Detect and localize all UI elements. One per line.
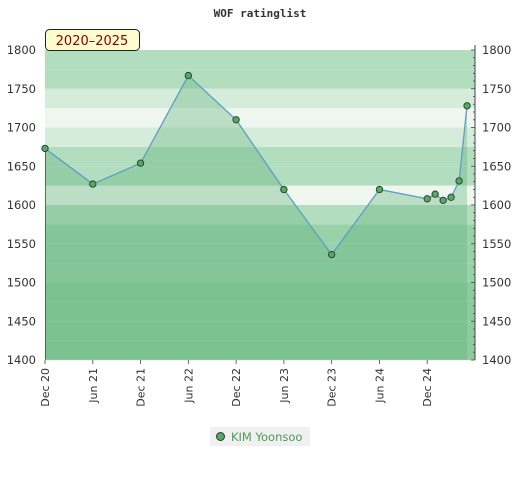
x-tick-label: Dec 22 <box>230 368 243 407</box>
data-point <box>447 193 455 201</box>
y-tick-label-left: 1750 <box>7 82 36 96</box>
axes: 1400 1400 1450 1450 1500 1500 1550 1550 1600 1600… <box>7 43 512 407</box>
band-1725 <box>45 88 475 109</box>
data-point <box>232 116 240 124</box>
y-tick-label-right: 1450 <box>482 314 511 328</box>
band-1425 <box>45 321 475 341</box>
legend[interactable]: KIM Yoonsoo <box>210 427 311 446</box>
x-tick-label: Dec 23 <box>326 368 339 407</box>
y-tick-label-right: 1550 <box>482 237 511 251</box>
data-point <box>375 185 384 194</box>
y-tick-label-left: 1500 <box>7 276 36 290</box>
band-1675 <box>45 127 475 147</box>
band-1525 <box>45 243 475 264</box>
legend-label: KIM Yoonsoo <box>231 429 303 444</box>
y-tick-label-left: 1700 <box>7 121 36 135</box>
y-tick-label-left: 1400 <box>7 353 36 367</box>
y-tick-label-right: 1500 <box>482 276 511 290</box>
rating-bands <box>45 50 475 360</box>
band-1625 <box>45 166 475 186</box>
data-point <box>89 180 97 188</box>
series-fill <box>45 75 468 360</box>
band-1500 <box>45 263 475 283</box>
data-point <box>423 195 431 203</box>
y-tick-label-right: 1700 <box>482 121 511 135</box>
data-point <box>136 159 145 167</box>
y-tick-label-left: 1600 <box>7 198 36 212</box>
data-point <box>328 250 336 259</box>
data-point <box>41 144 49 153</box>
x-tick-label: Jun 24 <box>373 368 386 404</box>
y-tick-label-left: 1550 <box>7 237 36 251</box>
data-point <box>455 177 463 185</box>
band-1575 <box>45 205 475 225</box>
band-1650 <box>45 146 475 167</box>
x-tick-label: Jun 22 <box>182 368 195 404</box>
x-tick-label: Dec 21 <box>135 368 148 407</box>
band-1700 <box>45 108 475 128</box>
y-tick-label-left: 1800 <box>7 43 36 57</box>
band-1400 <box>45 340 475 360</box>
legend-marker-icon <box>216 432 225 441</box>
x-tick-label: Dec 20 <box>39 368 52 407</box>
data-point <box>184 71 192 80</box>
band-1550 <box>45 224 475 244</box>
data-point <box>439 196 447 205</box>
period-badge-label: 2020–2025 <box>56 34 129 49</box>
y-tick-label-left: 1650 <box>7 159 36 173</box>
band-1475 <box>45 282 475 302</box>
band-1450 <box>45 301 475 322</box>
x-tick-label: Dec 24 <box>421 368 434 407</box>
y-tick-label-right: 1750 <box>482 82 511 96</box>
data-point <box>463 102 471 110</box>
y-tick-label-right: 1400 <box>482 353 511 367</box>
band-1600 <box>45 185 475 205</box>
band-1750 <box>45 69 475 89</box>
band-1775 <box>45 50 475 70</box>
x-tick-label: Jun 23 <box>278 368 291 404</box>
chart-title: WOF ratinglist <box>214 7 307 20</box>
data-point <box>431 190 439 198</box>
x-tick-label: Jun 21 <box>87 368 100 404</box>
y-tick-label-right: 1800 <box>482 43 511 57</box>
y-tick-label-left: 1450 <box>7 314 36 328</box>
period-badge[interactable]: 2020–2025 <box>45 29 140 51</box>
y-tick-label-right: 1650 <box>482 159 511 173</box>
data-point <box>280 185 288 194</box>
y-tick-label-right: 1600 <box>482 198 511 212</box>
data-points <box>41 71 471 259</box>
